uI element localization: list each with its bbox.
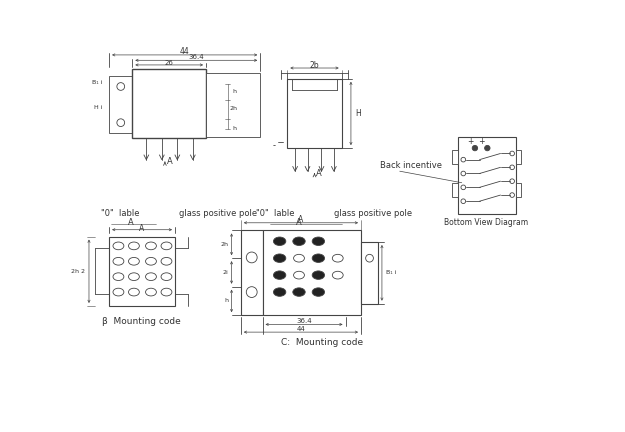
Circle shape (510, 151, 514, 156)
Circle shape (461, 199, 466, 203)
Ellipse shape (312, 254, 324, 262)
Ellipse shape (146, 242, 156, 250)
Ellipse shape (292, 237, 305, 245)
Text: 26: 26 (165, 60, 174, 66)
Circle shape (510, 193, 514, 197)
Circle shape (117, 119, 124, 127)
Text: B₁ i: B₁ i (92, 80, 103, 85)
Text: H: H (355, 109, 361, 118)
Text: 44: 44 (297, 326, 306, 332)
Text: A: A (316, 169, 321, 178)
Ellipse shape (312, 271, 324, 280)
Circle shape (246, 287, 257, 298)
Ellipse shape (292, 288, 305, 296)
Bar (132, 69, 206, 138)
Circle shape (461, 185, 466, 190)
Text: 36.4: 36.4 (296, 318, 312, 324)
Text: glass positive pole: glass positive pole (179, 209, 257, 218)
Text: Bottom View Diagram: Bottom View Diagram (444, 217, 529, 226)
Text: h: h (232, 89, 236, 94)
Ellipse shape (273, 271, 286, 280)
Text: 44: 44 (180, 48, 189, 56)
Circle shape (472, 146, 478, 151)
Bar (516, 150, 521, 164)
Ellipse shape (273, 254, 286, 262)
Ellipse shape (146, 273, 156, 280)
Circle shape (461, 157, 466, 162)
Bar (452, 183, 458, 197)
Bar (206, 73, 260, 137)
Bar (516, 183, 521, 197)
Ellipse shape (113, 288, 124, 296)
Text: A: A (298, 215, 304, 224)
Bar (109, 76, 132, 133)
Ellipse shape (113, 257, 124, 265)
Circle shape (461, 171, 466, 176)
Text: A: A (296, 218, 302, 227)
Text: C:  Mounting code: C: Mounting code (281, 338, 363, 346)
Text: H i: H i (94, 105, 103, 110)
Text: 2i: 2i (222, 270, 229, 275)
Ellipse shape (113, 273, 124, 280)
Circle shape (484, 146, 490, 151)
Ellipse shape (161, 257, 172, 265)
Circle shape (510, 179, 514, 184)
Text: 2h: 2h (221, 242, 229, 247)
Bar (241, 231, 262, 315)
Text: A: A (139, 225, 144, 233)
Ellipse shape (113, 242, 124, 250)
Ellipse shape (129, 273, 139, 280)
Ellipse shape (312, 237, 324, 245)
Text: -: - (272, 141, 276, 150)
Ellipse shape (273, 288, 286, 296)
Bar (288, 79, 342, 148)
Text: 2h 2: 2h 2 (71, 269, 85, 274)
Circle shape (366, 254, 373, 262)
Text: A: A (128, 218, 134, 227)
Text: 2h: 2h (230, 106, 238, 111)
Ellipse shape (129, 288, 139, 296)
Circle shape (117, 83, 124, 90)
Text: h: h (232, 126, 236, 130)
Text: +  +: + + (469, 137, 486, 146)
Bar (458, 137, 516, 213)
Ellipse shape (312, 288, 324, 296)
Circle shape (246, 252, 257, 263)
Ellipse shape (129, 257, 139, 265)
Ellipse shape (161, 288, 172, 296)
Ellipse shape (129, 242, 139, 250)
Text: h: h (224, 299, 229, 303)
Ellipse shape (294, 254, 304, 262)
Text: "0"  lable: "0" lable (256, 209, 295, 218)
Text: Back incentive: Back incentive (381, 161, 442, 170)
Text: B₁ i: B₁ i (386, 270, 396, 275)
Bar (109, 237, 175, 306)
Text: A: A (167, 157, 172, 166)
Bar (452, 150, 458, 164)
Ellipse shape (161, 273, 172, 280)
Text: "0"  lable: "0" lable (101, 209, 140, 218)
Ellipse shape (332, 271, 343, 279)
Ellipse shape (146, 257, 156, 265)
Text: 2b: 2b (310, 61, 319, 70)
Ellipse shape (146, 288, 156, 296)
Circle shape (510, 165, 514, 170)
Text: β  Mounting code: β Mounting code (102, 317, 181, 326)
Bar (361, 242, 378, 304)
Ellipse shape (273, 237, 286, 245)
Text: 36.4: 36.4 (189, 54, 204, 60)
Ellipse shape (161, 242, 172, 250)
Bar (262, 231, 361, 315)
Text: glass positive pole: glass positive pole (334, 209, 412, 218)
Ellipse shape (294, 271, 304, 279)
Ellipse shape (332, 254, 343, 262)
